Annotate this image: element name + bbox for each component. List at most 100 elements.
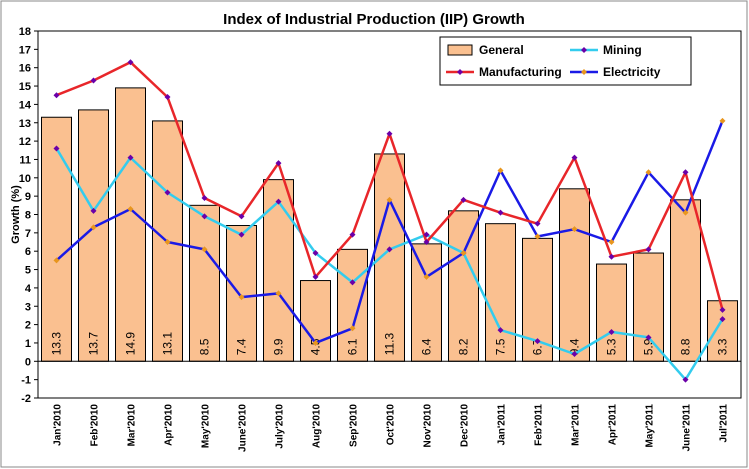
marker-mining	[571, 350, 578, 357]
x-tick-label: Jan'2011	[497, 404, 508, 446]
chart-title: Index of Industrial Production (IIP) Gro…	[223, 11, 525, 28]
y-tick-label: 17	[19, 44, 31, 56]
bar-data-label: 8.2	[457, 338, 471, 355]
marker-mining	[534, 338, 541, 345]
marker-mining	[645, 334, 652, 341]
x-tick-label: June'2010	[238, 404, 249, 452]
marker-electricity	[460, 250, 467, 257]
marker-electricity	[719, 117, 726, 124]
marker-manufacturing	[201, 194, 208, 201]
bar-general	[189, 204, 220, 362]
bar-data-label: 8.8	[679, 338, 693, 355]
x-tick-label: Dec'2010	[460, 404, 471, 447]
y-tick-label: 14	[19, 99, 32, 111]
bar-data-label: 6.4	[420, 338, 434, 355]
marker-mining	[90, 207, 97, 214]
y-tick-label: 16	[19, 63, 31, 75]
marker-mining	[719, 316, 726, 323]
bar-general	[337, 248, 368, 362]
x-tick-label: Jan'2010	[53, 404, 64, 446]
legend-label-manufacturing: Manufacturing	[479, 65, 562, 79]
bar-data-label: 13.3	[50, 332, 64, 356]
legend	[439, 36, 692, 86]
bar-data-label: 13.7	[87, 332, 101, 356]
y-tick-label: 15	[19, 81, 31, 93]
x-tick-label: July'2010	[275, 404, 286, 449]
marker-mining	[386, 246, 393, 253]
marker-manufacturing	[645, 246, 652, 253]
marker-manufacturing	[608, 253, 615, 260]
marker-manufacturing	[90, 77, 97, 84]
marker-electricity	[53, 257, 60, 264]
bar-general	[485, 223, 516, 362]
x-tick-label: May'2011	[645, 404, 656, 448]
legend-label-general: General	[479, 43, 524, 57]
y-tick-label: 2	[25, 320, 31, 332]
bar-data-label: 13.1	[161, 332, 175, 356]
bar-data-label: 3.3	[716, 338, 730, 355]
marker-manufacturing	[719, 306, 726, 313]
y-tick-label: 8	[25, 210, 31, 222]
marker-mining	[608, 328, 615, 335]
x-tick-label: Feb'2011	[534, 404, 545, 446]
marker-electricity	[386, 196, 393, 203]
y-tick-label: 0	[25, 356, 31, 368]
marker-manufacturing	[386, 130, 393, 137]
marker-manufacturing	[534, 220, 541, 227]
legend-marker-electricity	[581, 69, 587, 75]
marker-electricity	[127, 205, 134, 212]
marker-mining	[497, 327, 504, 334]
y-tick-label: -1	[21, 375, 31, 387]
y-tick-label: 4	[25, 283, 32, 295]
y-tick-label: 7	[25, 228, 31, 240]
marker-mining	[423, 231, 430, 238]
marker-manufacturing	[238, 213, 245, 220]
bar-data-label: 7.4	[235, 338, 249, 355]
y-tick-label: 18	[19, 26, 31, 38]
legend-swatch-general	[447, 44, 473, 56]
marker-manufacturing	[423, 239, 430, 246]
bar-general	[670, 199, 701, 362]
x-tick-label: Aug'2010	[312, 404, 323, 449]
marker-mining	[53, 145, 60, 152]
marker-manufacturing	[460, 196, 467, 203]
bar-data-label: 14.9	[124, 332, 138, 356]
marker-mining	[238, 231, 245, 238]
x-tick-label: June'2011	[682, 404, 693, 452]
x-tick-label: Feb'2010	[90, 404, 101, 447]
y-tick-label: 5	[25, 265, 31, 277]
bar-data-label: 6.1	[346, 338, 360, 355]
x-tick-label: Jul'2011	[719, 404, 730, 443]
marker-mining	[349, 279, 356, 286]
marker-manufacturing	[349, 231, 356, 238]
marker-manufacturing	[275, 160, 282, 167]
bar-data-label: 11.3	[383, 333, 397, 356]
x-tick-label: Nov'2010	[423, 404, 434, 448]
y-tick-label: 6	[25, 246, 31, 258]
y-tick-label: -2	[21, 393, 31, 405]
marker-electricity	[312, 339, 319, 346]
y-tick-label: 12	[19, 136, 31, 148]
marker-mining	[164, 189, 171, 196]
bar-data-label: 8.5	[198, 338, 212, 355]
y-tick-label: 9	[25, 191, 31, 203]
marker-mining	[312, 250, 319, 257]
bar-general	[559, 188, 590, 362]
marker-manufacturing	[127, 59, 134, 66]
marker-mining	[201, 213, 208, 220]
marker-electricity	[90, 224, 97, 231]
y-tick-label: 13	[19, 118, 31, 130]
marker-electricity	[608, 239, 615, 246]
bar-general	[41, 116, 72, 362]
x-tick-label: Sep'2010	[349, 404, 360, 447]
marker-mining	[127, 154, 134, 161]
legend-marker-mining	[581, 47, 587, 53]
marker-manufacturing	[53, 92, 60, 99]
legend-label-electricity: Electricity	[603, 65, 661, 79]
y-tick-label: 10	[19, 173, 31, 185]
bar-general	[226, 225, 257, 362]
marker-manufacturing	[164, 94, 171, 101]
